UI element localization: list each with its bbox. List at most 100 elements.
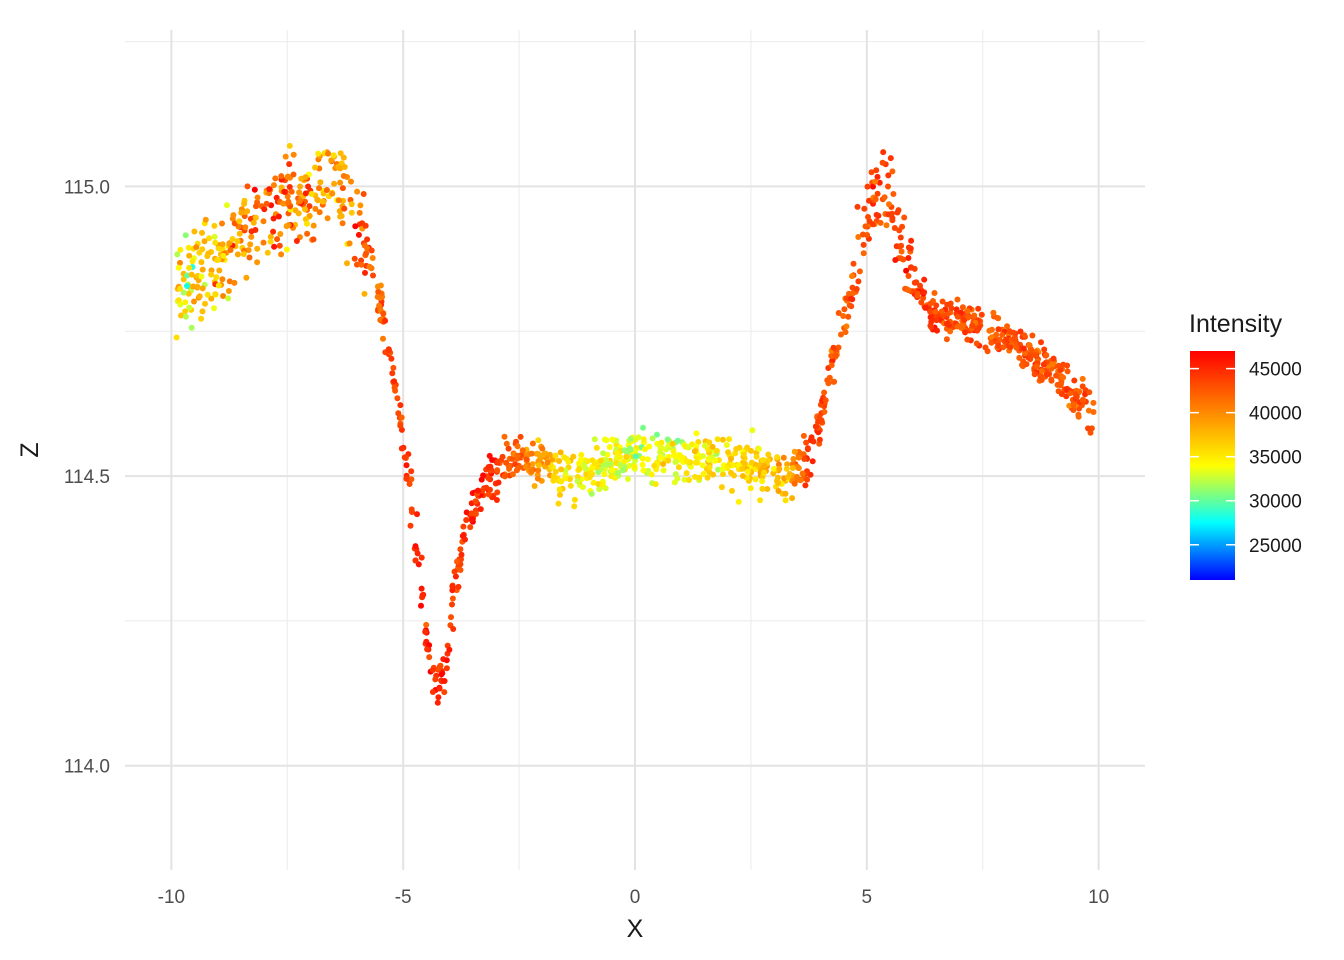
data-point bbox=[729, 462, 736, 469]
data-point bbox=[225, 288, 232, 294]
data-point bbox=[272, 175, 279, 182]
data-point bbox=[418, 585, 425, 592]
data-point bbox=[244, 183, 251, 190]
data-point bbox=[883, 222, 890, 229]
data-point bbox=[452, 573, 459, 580]
data-point bbox=[664, 436, 671, 443]
data-point bbox=[191, 228, 198, 235]
data-point bbox=[340, 173, 347, 179]
data-point bbox=[900, 256, 907, 263]
data-point bbox=[993, 331, 1000, 338]
data-point bbox=[180, 276, 187, 283]
data-point bbox=[648, 471, 655, 478]
data-point bbox=[855, 278, 862, 285]
data-point bbox=[578, 451, 585, 458]
data-point bbox=[1090, 409, 1097, 415]
data-point bbox=[759, 478, 766, 485]
data-point bbox=[961, 317, 968, 324]
data-point bbox=[714, 436, 721, 443]
data-point bbox=[212, 239, 219, 246]
data-point bbox=[892, 257, 899, 263]
data-point bbox=[212, 291, 219, 298]
data-point bbox=[838, 331, 844, 338]
data-point bbox=[790, 456, 797, 462]
data-point bbox=[494, 458, 501, 465]
data-point bbox=[501, 473, 508, 480]
data-point bbox=[467, 524, 474, 531]
data-point bbox=[540, 451, 547, 458]
data-point bbox=[593, 444, 600, 451]
data-point bbox=[782, 490, 789, 497]
data-point bbox=[830, 344, 837, 351]
data-point bbox=[495, 479, 502, 486]
data-point bbox=[927, 308, 934, 315]
data-point bbox=[683, 470, 690, 477]
data-point bbox=[344, 260, 350, 267]
data-point bbox=[499, 453, 506, 460]
data-point bbox=[776, 465, 783, 472]
data-point bbox=[601, 436, 608, 443]
data-point bbox=[296, 189, 303, 196]
data-point bbox=[1060, 374, 1067, 381]
data-point bbox=[590, 479, 597, 486]
data-point bbox=[198, 315, 205, 322]
data-point bbox=[1064, 368, 1071, 375]
data-point bbox=[330, 152, 337, 159]
data-point bbox=[753, 453, 760, 460]
data-point bbox=[933, 302, 940, 309]
data-point bbox=[959, 304, 966, 311]
data-point bbox=[1023, 361, 1030, 368]
data-point bbox=[302, 190, 309, 197]
data-point bbox=[669, 440, 676, 447]
data-point bbox=[1043, 352, 1050, 359]
data-point bbox=[891, 225, 898, 231]
data-point bbox=[954, 313, 961, 320]
data-point bbox=[881, 194, 888, 201]
data-point bbox=[369, 255, 376, 261]
data-point bbox=[873, 167, 880, 174]
data-point bbox=[1070, 401, 1077, 408]
data-point bbox=[494, 467, 501, 474]
data-point bbox=[726, 436, 733, 443]
data-point bbox=[921, 276, 928, 283]
data-point bbox=[1049, 361, 1056, 368]
data-point bbox=[658, 439, 665, 446]
data-point bbox=[397, 402, 404, 409]
data-point bbox=[604, 461, 611, 468]
data-point bbox=[252, 214, 259, 221]
data-point bbox=[978, 311, 985, 318]
data-point bbox=[1079, 383, 1086, 390]
data-point bbox=[175, 297, 182, 304]
data-point bbox=[331, 180, 338, 187]
data-point bbox=[898, 248, 905, 255]
data-point bbox=[1010, 329, 1017, 336]
data-point bbox=[657, 444, 664, 451]
data-point bbox=[201, 238, 208, 245]
data-point bbox=[226, 240, 233, 247]
data-point bbox=[363, 250, 370, 257]
data-point bbox=[388, 355, 395, 362]
data-point bbox=[928, 324, 935, 331]
data-point bbox=[296, 198, 303, 205]
data-point bbox=[337, 165, 344, 172]
data-point bbox=[795, 465, 802, 472]
data-point bbox=[263, 200, 270, 207]
data-point bbox=[988, 339, 995, 346]
data-point bbox=[739, 473, 746, 479]
data-point bbox=[534, 475, 541, 482]
data-point bbox=[234, 238, 241, 245]
data-point bbox=[274, 236, 281, 243]
data-point bbox=[531, 483, 538, 489]
data-point bbox=[341, 164, 348, 170]
data-point bbox=[261, 206, 268, 213]
data-point bbox=[624, 476, 631, 482]
data-point bbox=[627, 446, 634, 453]
data-point bbox=[194, 283, 201, 290]
data-point bbox=[463, 517, 470, 523]
data-point bbox=[954, 296, 961, 303]
data-point bbox=[577, 456, 584, 463]
data-point bbox=[513, 438, 519, 445]
data-point bbox=[860, 241, 867, 248]
data-point bbox=[338, 213, 345, 219]
